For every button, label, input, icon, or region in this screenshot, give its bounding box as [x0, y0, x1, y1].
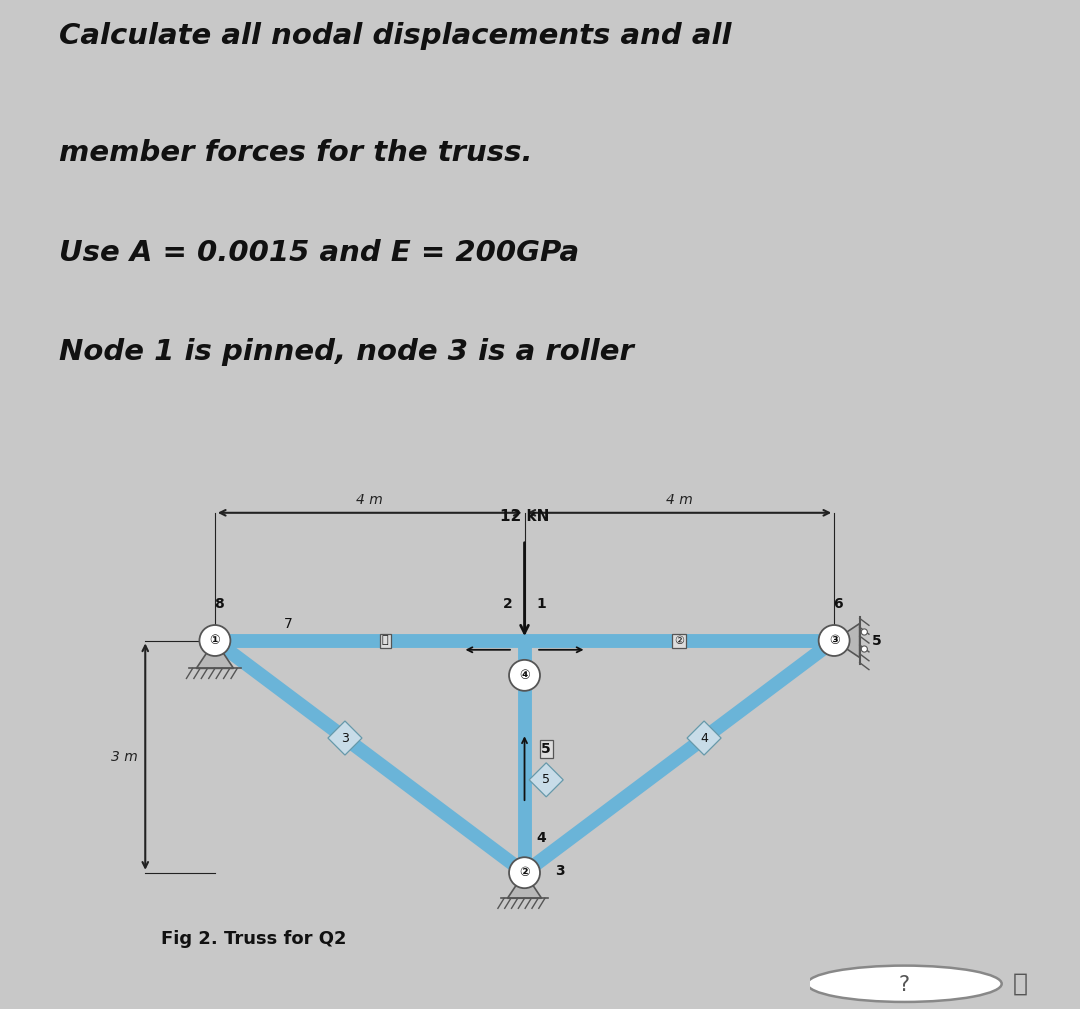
Text: ②: ② — [519, 866, 530, 879]
Circle shape — [861, 646, 867, 652]
Polygon shape — [529, 763, 564, 797]
Text: ②: ② — [674, 636, 685, 646]
Text: Fig 2. Truss for Q2: Fig 2. Truss for Q2 — [161, 929, 347, 947]
Polygon shape — [508, 873, 541, 898]
Text: 1: 1 — [537, 597, 546, 611]
Text: 3 m: 3 m — [111, 750, 137, 764]
Text: ⛶: ⛶ — [1013, 972, 1028, 996]
Circle shape — [807, 966, 1002, 1002]
Text: 5: 5 — [541, 742, 551, 756]
Text: ①: ① — [210, 634, 220, 647]
Text: 2: 2 — [502, 597, 512, 611]
Text: 7: 7 — [284, 618, 293, 632]
Circle shape — [509, 858, 540, 888]
Text: 4 m: 4 m — [356, 492, 383, 507]
Text: ④: ④ — [519, 669, 530, 682]
Text: 3: 3 — [341, 732, 349, 745]
Text: ⑪: ⑪ — [382, 636, 389, 646]
Circle shape — [200, 625, 230, 656]
Polygon shape — [687, 721, 721, 755]
Polygon shape — [328, 721, 362, 755]
Text: Use A = 0.0015 and E = 200GPa: Use A = 0.0015 and E = 200GPa — [59, 239, 580, 266]
Text: 6: 6 — [833, 597, 842, 611]
Text: member forces for the truss.: member forces for the truss. — [59, 139, 534, 166]
Text: 12 kN: 12 kN — [500, 510, 550, 525]
Text: Node 1 is pinned, node 3 is a roller: Node 1 is pinned, node 3 is a roller — [59, 338, 634, 366]
Text: 5: 5 — [542, 773, 550, 786]
Circle shape — [861, 629, 867, 635]
Circle shape — [819, 625, 850, 656]
Text: 8: 8 — [214, 597, 224, 611]
Text: 4: 4 — [536, 830, 545, 845]
Polygon shape — [834, 624, 860, 658]
Text: ③: ③ — [828, 634, 839, 647]
Circle shape — [509, 660, 540, 691]
Text: 4: 4 — [700, 732, 708, 745]
Text: Calculate all nodal displacements and all: Calculate all nodal displacements and al… — [59, 22, 732, 49]
Text: 5: 5 — [872, 634, 881, 648]
Text: 4 m: 4 m — [666, 492, 692, 507]
Text: ?: ? — [899, 975, 910, 995]
Text: 3: 3 — [555, 864, 565, 878]
Polygon shape — [197, 641, 233, 668]
